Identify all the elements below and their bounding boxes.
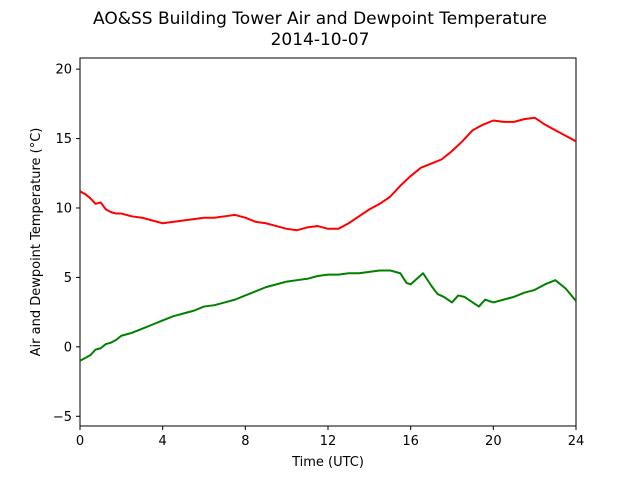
x-tick-label: 24 (568, 434, 585, 449)
x-tick-label: 12 (320, 434, 337, 449)
y-tick-label: 5 (64, 271, 72, 286)
x-tick-label: 8 (241, 434, 249, 449)
y-axis: −5 0 5 10 15 20 (53, 63, 80, 425)
series-line-1 (80, 116, 576, 232)
y-axis-label: Air and Dewpoint Temperature (°C) (29, 128, 44, 357)
chart-subtitle: 2014-10-07 (271, 30, 370, 50)
chart-title: AO&SS Building Tower Air and Dewpoint Te… (93, 9, 547, 29)
y-tick-label: 20 (55, 63, 72, 78)
y-tick-label: 10 (55, 201, 72, 216)
series-line-2 (80, 269, 576, 362)
x-tick-label: 16 (402, 434, 419, 449)
x-axis-label: Time (UTC) (291, 455, 364, 470)
x-tick-label: 0 (76, 434, 84, 449)
plot-area (79, 57, 577, 427)
x-axis: 0 4 8 12 16 20 24 (76, 426, 584, 449)
plot-frame (79, 57, 577, 427)
y-tick-label: 0 (64, 340, 72, 355)
x-tick-label: 20 (485, 434, 502, 449)
series-layer (80, 116, 576, 362)
x-tick-label: 4 (159, 434, 167, 449)
y-tick-label: −5 (53, 410, 72, 425)
y-tick-label: 15 (55, 132, 72, 147)
